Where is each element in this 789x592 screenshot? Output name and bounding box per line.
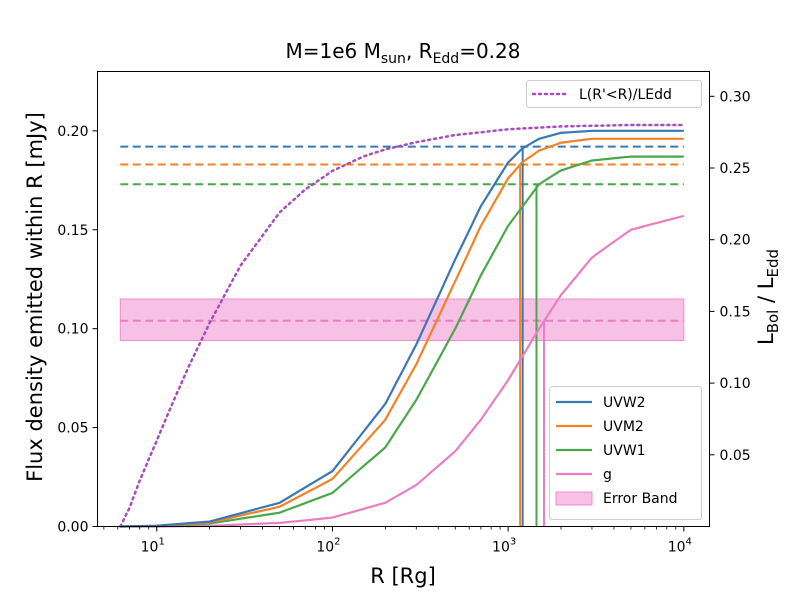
legend-label-error-band: Error Band xyxy=(603,491,678,507)
legend-main-frame xyxy=(549,386,702,520)
y-right-tick-label: 0.20 xyxy=(720,233,751,249)
series-line-uvw1 xyxy=(120,155,684,528)
y-right-tick-label: 0.15 xyxy=(720,304,751,320)
legend-label-uvw2: UVW2 xyxy=(603,395,646,411)
plot-frame xyxy=(97,71,710,527)
series-line-uvm2 xyxy=(120,137,684,528)
legend-label-g: g xyxy=(603,467,612,483)
y-right-tick-label: 0.10 xyxy=(720,376,751,392)
series-line-lbol xyxy=(119,123,686,528)
y-left-tick-label: 0.05 xyxy=(57,421,88,437)
x-tick-label: 104 xyxy=(668,537,692,556)
series-line-uvw2 xyxy=(120,129,684,528)
x-tick-label: 103 xyxy=(492,537,516,556)
y-right-tick-label: 0.25 xyxy=(720,161,751,177)
axis-ticks: 101 102 103 104 0.00 0.05 0.10 0.15 0.20 0.05 0.10… xyxy=(57,89,750,555)
plot-area xyxy=(119,123,686,528)
y-left-tick-label: 0.20 xyxy=(57,124,88,140)
x-tick-label: 102 xyxy=(316,537,340,556)
legend-label-uvw1: UVW1 xyxy=(603,443,646,459)
legend-label-lbol: L(R'<R)/LEdd xyxy=(579,87,672,103)
y-axis-label-left: Flux density emitted within R [mJy] xyxy=(23,112,47,482)
y-left-tick-label: 0.10 xyxy=(57,322,88,338)
y-right-tick-label: 0.30 xyxy=(720,89,751,105)
legend-main: UVW2 UVM2 UVW1 g Error Band xyxy=(549,386,702,520)
legend-swatch-error-band xyxy=(555,491,593,506)
y-right-tick-label: 0.05 xyxy=(720,448,751,464)
y-left-tick-label: 0.15 xyxy=(57,223,88,239)
chart-title: M=1e6 Msun, REdd=0.28 xyxy=(286,39,521,67)
y-left-tick-label: 0.00 xyxy=(57,520,88,536)
series-line-g xyxy=(120,214,685,528)
y-axis-label-right: LBol / LEdd xyxy=(754,249,782,345)
x-axis-label: R [Rg] xyxy=(370,564,436,588)
x-tick-label: 101 xyxy=(141,537,165,556)
legend-right: L(R'<R)/LEdd xyxy=(526,80,702,108)
legend-label-uvm2: UVM2 xyxy=(603,419,644,435)
legend-right-frame xyxy=(526,80,702,108)
